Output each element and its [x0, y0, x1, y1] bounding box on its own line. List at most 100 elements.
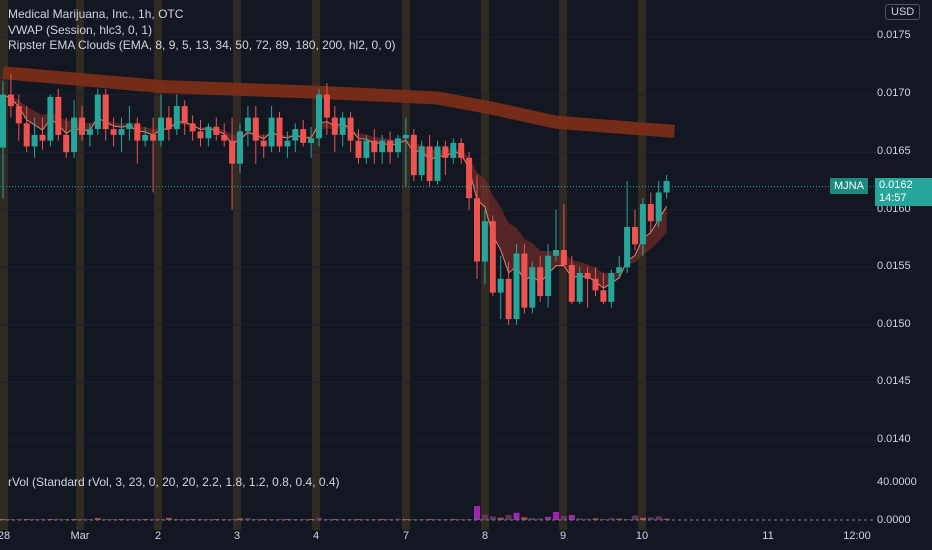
candle: [260, 134, 267, 158]
candle: [165, 106, 172, 141]
candle: [118, 117, 125, 153]
candle: [402, 117, 409, 187]
volume-bar: [600, 518, 607, 520]
candle-body: [632, 226, 638, 245]
volume-bar: [110, 519, 117, 520]
volume-bar: [655, 516, 662, 520]
candle: [284, 131, 291, 158]
volume-bar: [639, 517, 646, 520]
volume-bar: [237, 518, 243, 520]
candle: [608, 269, 615, 308]
candle-body: [308, 138, 315, 143]
candle: [189, 115, 196, 141]
candle: [102, 88, 109, 141]
rvol-legend[interactable]: rVol (Standard rVol, 3, 23, 0, 20, 20, 2…: [8, 475, 340, 489]
candle: [47, 94, 54, 147]
volume-bar: [616, 518, 623, 520]
candle-body: [616, 267, 623, 274]
short-ema-fill: [3, 94, 667, 289]
candle-body: [410, 134, 417, 176]
candle: [7, 73, 14, 118]
volume-bar: [31, 519, 38, 520]
candle: [355, 129, 362, 164]
volume-bar: [529, 518, 536, 520]
candle: [466, 152, 473, 210]
candle: [126, 106, 133, 141]
volume-bar: [489, 516, 496, 520]
candle: [568, 255, 575, 305]
volume-bar: [402, 519, 409, 520]
candle-body: [229, 140, 236, 164]
long-ema-cloud: [2, 66, 676, 138]
price-tick: 0.0175: [877, 29, 911, 41]
candle: [86, 123, 93, 147]
candle-body: [355, 140, 362, 158]
candle-body: [55, 96, 62, 135]
candle: [474, 175, 480, 279]
candle: [94, 88, 101, 135]
volume-bar: [102, 519, 109, 520]
candle: [55, 88, 62, 141]
candle-body: [347, 117, 354, 141]
candle-body: [15, 106, 22, 124]
candle-body: [7, 94, 14, 107]
candle: [410, 129, 417, 181]
volume-bar: [158, 519, 164, 520]
candle-body: [521, 253, 528, 308]
candle-body: [489, 221, 496, 293]
currency-button[interactable]: USD: [885, 4, 921, 20]
time-tick: 2: [154, 530, 162, 542]
candle: [237, 123, 243, 173]
candle-body: [458, 142, 465, 158]
candle: [379, 134, 386, 164]
candle-body: [23, 123, 30, 147]
ema-clouds-legend[interactable]: Ripster EMA Clouds (EMA, 8, 9, 5, 13, 34…: [8, 38, 396, 52]
candle: [371, 129, 378, 164]
session-band: [312, 0, 320, 530]
candle-body: [252, 117, 259, 141]
session-band: [233, 0, 241, 530]
candle-body: [450, 142, 457, 158]
candle-body: [560, 250, 567, 265]
volume-bar: [284, 519, 291, 520]
candle-body: [221, 134, 228, 141]
volume-bar: [395, 518, 401, 520]
candle: [79, 106, 85, 141]
candle-body: [363, 140, 370, 158]
candle: [134, 117, 141, 164]
candle-body: [260, 140, 267, 147]
candle: [545, 244, 552, 308]
volume-bar: [355, 519, 362, 520]
vwap-legend[interactable]: VWAP (Session, hlc3, 0, 1): [8, 23, 153, 37]
volume-bar: [497, 517, 504, 520]
volume-bar: [244, 518, 251, 520]
candle: [584, 267, 591, 308]
volume-bar: [592, 518, 599, 520]
candle-body: [292, 129, 299, 141]
candle: [158, 94, 164, 147]
candle: [316, 88, 322, 147]
volume-bar: [7, 519, 14, 520]
price-tick: 0.0140: [877, 433, 911, 445]
symbol-legend[interactable]: Medical Marijuana, Inc., 1h, OTC: [8, 7, 184, 21]
candle-body: [102, 94, 109, 130]
candle-body: [379, 140, 386, 153]
time-tick: Mar: [70, 530, 90, 542]
candle-body: [189, 123, 196, 132]
candle: [458, 138, 465, 164]
volume-bar: [513, 512, 520, 520]
volume-bar: [521, 517, 528, 520]
candle: [150, 117, 157, 193]
candle: [181, 100, 188, 135]
volume-bar: [576, 518, 583, 520]
candle-body: [529, 267, 536, 308]
candle: [442, 140, 449, 176]
candle: [39, 117, 46, 150]
volume-bar: [323, 518, 330, 520]
candle-body: [47, 96, 54, 141]
candle: [529, 261, 536, 314]
candle: [0, 80, 6, 199]
candle-body: [173, 106, 180, 130]
candle-body: [63, 134, 70, 153]
